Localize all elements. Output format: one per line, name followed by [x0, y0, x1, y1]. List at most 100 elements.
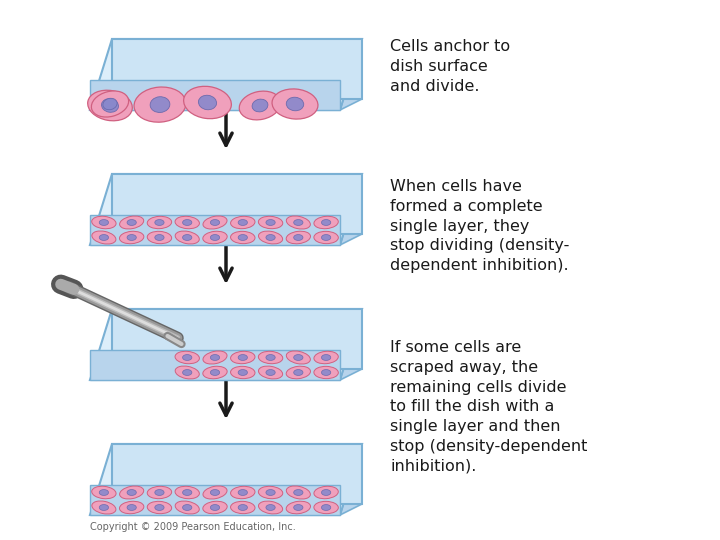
Ellipse shape	[147, 501, 171, 514]
Ellipse shape	[203, 501, 228, 514]
Ellipse shape	[175, 217, 199, 229]
Ellipse shape	[147, 487, 171, 498]
Ellipse shape	[103, 98, 117, 110]
Polygon shape	[90, 350, 340, 380]
Ellipse shape	[120, 231, 144, 244]
Ellipse shape	[287, 216, 310, 229]
Ellipse shape	[147, 217, 171, 228]
Ellipse shape	[266, 220, 275, 226]
Ellipse shape	[314, 487, 338, 499]
Ellipse shape	[230, 366, 255, 379]
Ellipse shape	[120, 501, 144, 514]
Ellipse shape	[175, 487, 199, 499]
Ellipse shape	[184, 86, 231, 119]
Ellipse shape	[258, 366, 283, 379]
Ellipse shape	[127, 234, 136, 240]
Ellipse shape	[147, 231, 171, 244]
Ellipse shape	[238, 490, 248, 496]
Ellipse shape	[99, 490, 109, 496]
Ellipse shape	[314, 501, 338, 514]
Polygon shape	[112, 309, 362, 369]
Ellipse shape	[286, 366, 310, 379]
Ellipse shape	[230, 487, 255, 499]
Ellipse shape	[203, 486, 227, 499]
Ellipse shape	[321, 220, 330, 226]
Ellipse shape	[127, 490, 136, 496]
Ellipse shape	[230, 217, 255, 229]
Ellipse shape	[287, 486, 310, 499]
Polygon shape	[112, 174, 362, 234]
Polygon shape	[112, 444, 362, 504]
Ellipse shape	[120, 216, 144, 229]
Text: Copyright © 2009 Pearson Education, Inc.: Copyright © 2009 Pearson Education, Inc.	[90, 522, 296, 532]
Ellipse shape	[239, 91, 281, 120]
Ellipse shape	[294, 220, 303, 226]
Ellipse shape	[238, 220, 248, 226]
Ellipse shape	[258, 352, 283, 364]
Ellipse shape	[210, 234, 220, 240]
Ellipse shape	[294, 355, 303, 361]
Polygon shape	[90, 215, 340, 245]
Ellipse shape	[203, 216, 227, 229]
Ellipse shape	[210, 220, 220, 226]
Ellipse shape	[155, 504, 164, 510]
Ellipse shape	[238, 234, 248, 240]
Ellipse shape	[287, 351, 310, 364]
Ellipse shape	[175, 352, 199, 364]
Ellipse shape	[183, 234, 192, 240]
Ellipse shape	[99, 234, 109, 240]
Ellipse shape	[183, 220, 192, 226]
Ellipse shape	[210, 504, 220, 510]
Ellipse shape	[266, 490, 275, 496]
Ellipse shape	[287, 97, 304, 111]
Ellipse shape	[175, 231, 199, 244]
Polygon shape	[340, 444, 362, 515]
Text: If some cells are
scraped away, the
remaining cells divide
to fill the dish with: If some cells are scraped away, the rema…	[390, 340, 588, 474]
Ellipse shape	[266, 355, 275, 361]
Polygon shape	[340, 39, 362, 110]
Ellipse shape	[199, 95, 217, 110]
Polygon shape	[90, 444, 362, 515]
Polygon shape	[90, 309, 362, 380]
Ellipse shape	[314, 366, 338, 379]
Ellipse shape	[210, 369, 220, 375]
Ellipse shape	[92, 501, 116, 514]
Ellipse shape	[258, 501, 283, 514]
Ellipse shape	[203, 366, 228, 379]
Ellipse shape	[203, 231, 228, 244]
Ellipse shape	[266, 369, 275, 375]
Ellipse shape	[134, 87, 186, 122]
Ellipse shape	[314, 231, 338, 244]
Ellipse shape	[183, 504, 192, 510]
Ellipse shape	[230, 231, 255, 244]
Ellipse shape	[294, 234, 303, 240]
Ellipse shape	[266, 234, 275, 240]
Ellipse shape	[99, 504, 109, 510]
Ellipse shape	[252, 99, 268, 112]
Ellipse shape	[92, 231, 116, 244]
Ellipse shape	[91, 216, 116, 229]
Ellipse shape	[150, 97, 170, 112]
Polygon shape	[90, 174, 362, 245]
Ellipse shape	[155, 234, 164, 240]
Ellipse shape	[286, 501, 310, 514]
Ellipse shape	[91, 91, 129, 117]
Ellipse shape	[183, 355, 192, 361]
Ellipse shape	[99, 220, 109, 226]
Ellipse shape	[294, 504, 303, 510]
Ellipse shape	[203, 351, 227, 364]
Ellipse shape	[321, 234, 330, 240]
Ellipse shape	[175, 366, 199, 379]
Polygon shape	[112, 39, 362, 99]
Ellipse shape	[88, 90, 132, 121]
Text: Cells anchor to
dish surface
and divide.: Cells anchor to dish surface and divide.	[390, 39, 510, 93]
Ellipse shape	[155, 490, 164, 496]
Ellipse shape	[120, 486, 144, 499]
Text: When cells have
formed a complete
single layer, they
stop dividing (density-
dep: When cells have formed a complete single…	[390, 179, 570, 273]
Ellipse shape	[321, 355, 330, 361]
Ellipse shape	[294, 369, 303, 375]
Ellipse shape	[238, 504, 248, 510]
Polygon shape	[340, 174, 362, 245]
Ellipse shape	[183, 490, 192, 496]
Ellipse shape	[175, 501, 199, 514]
